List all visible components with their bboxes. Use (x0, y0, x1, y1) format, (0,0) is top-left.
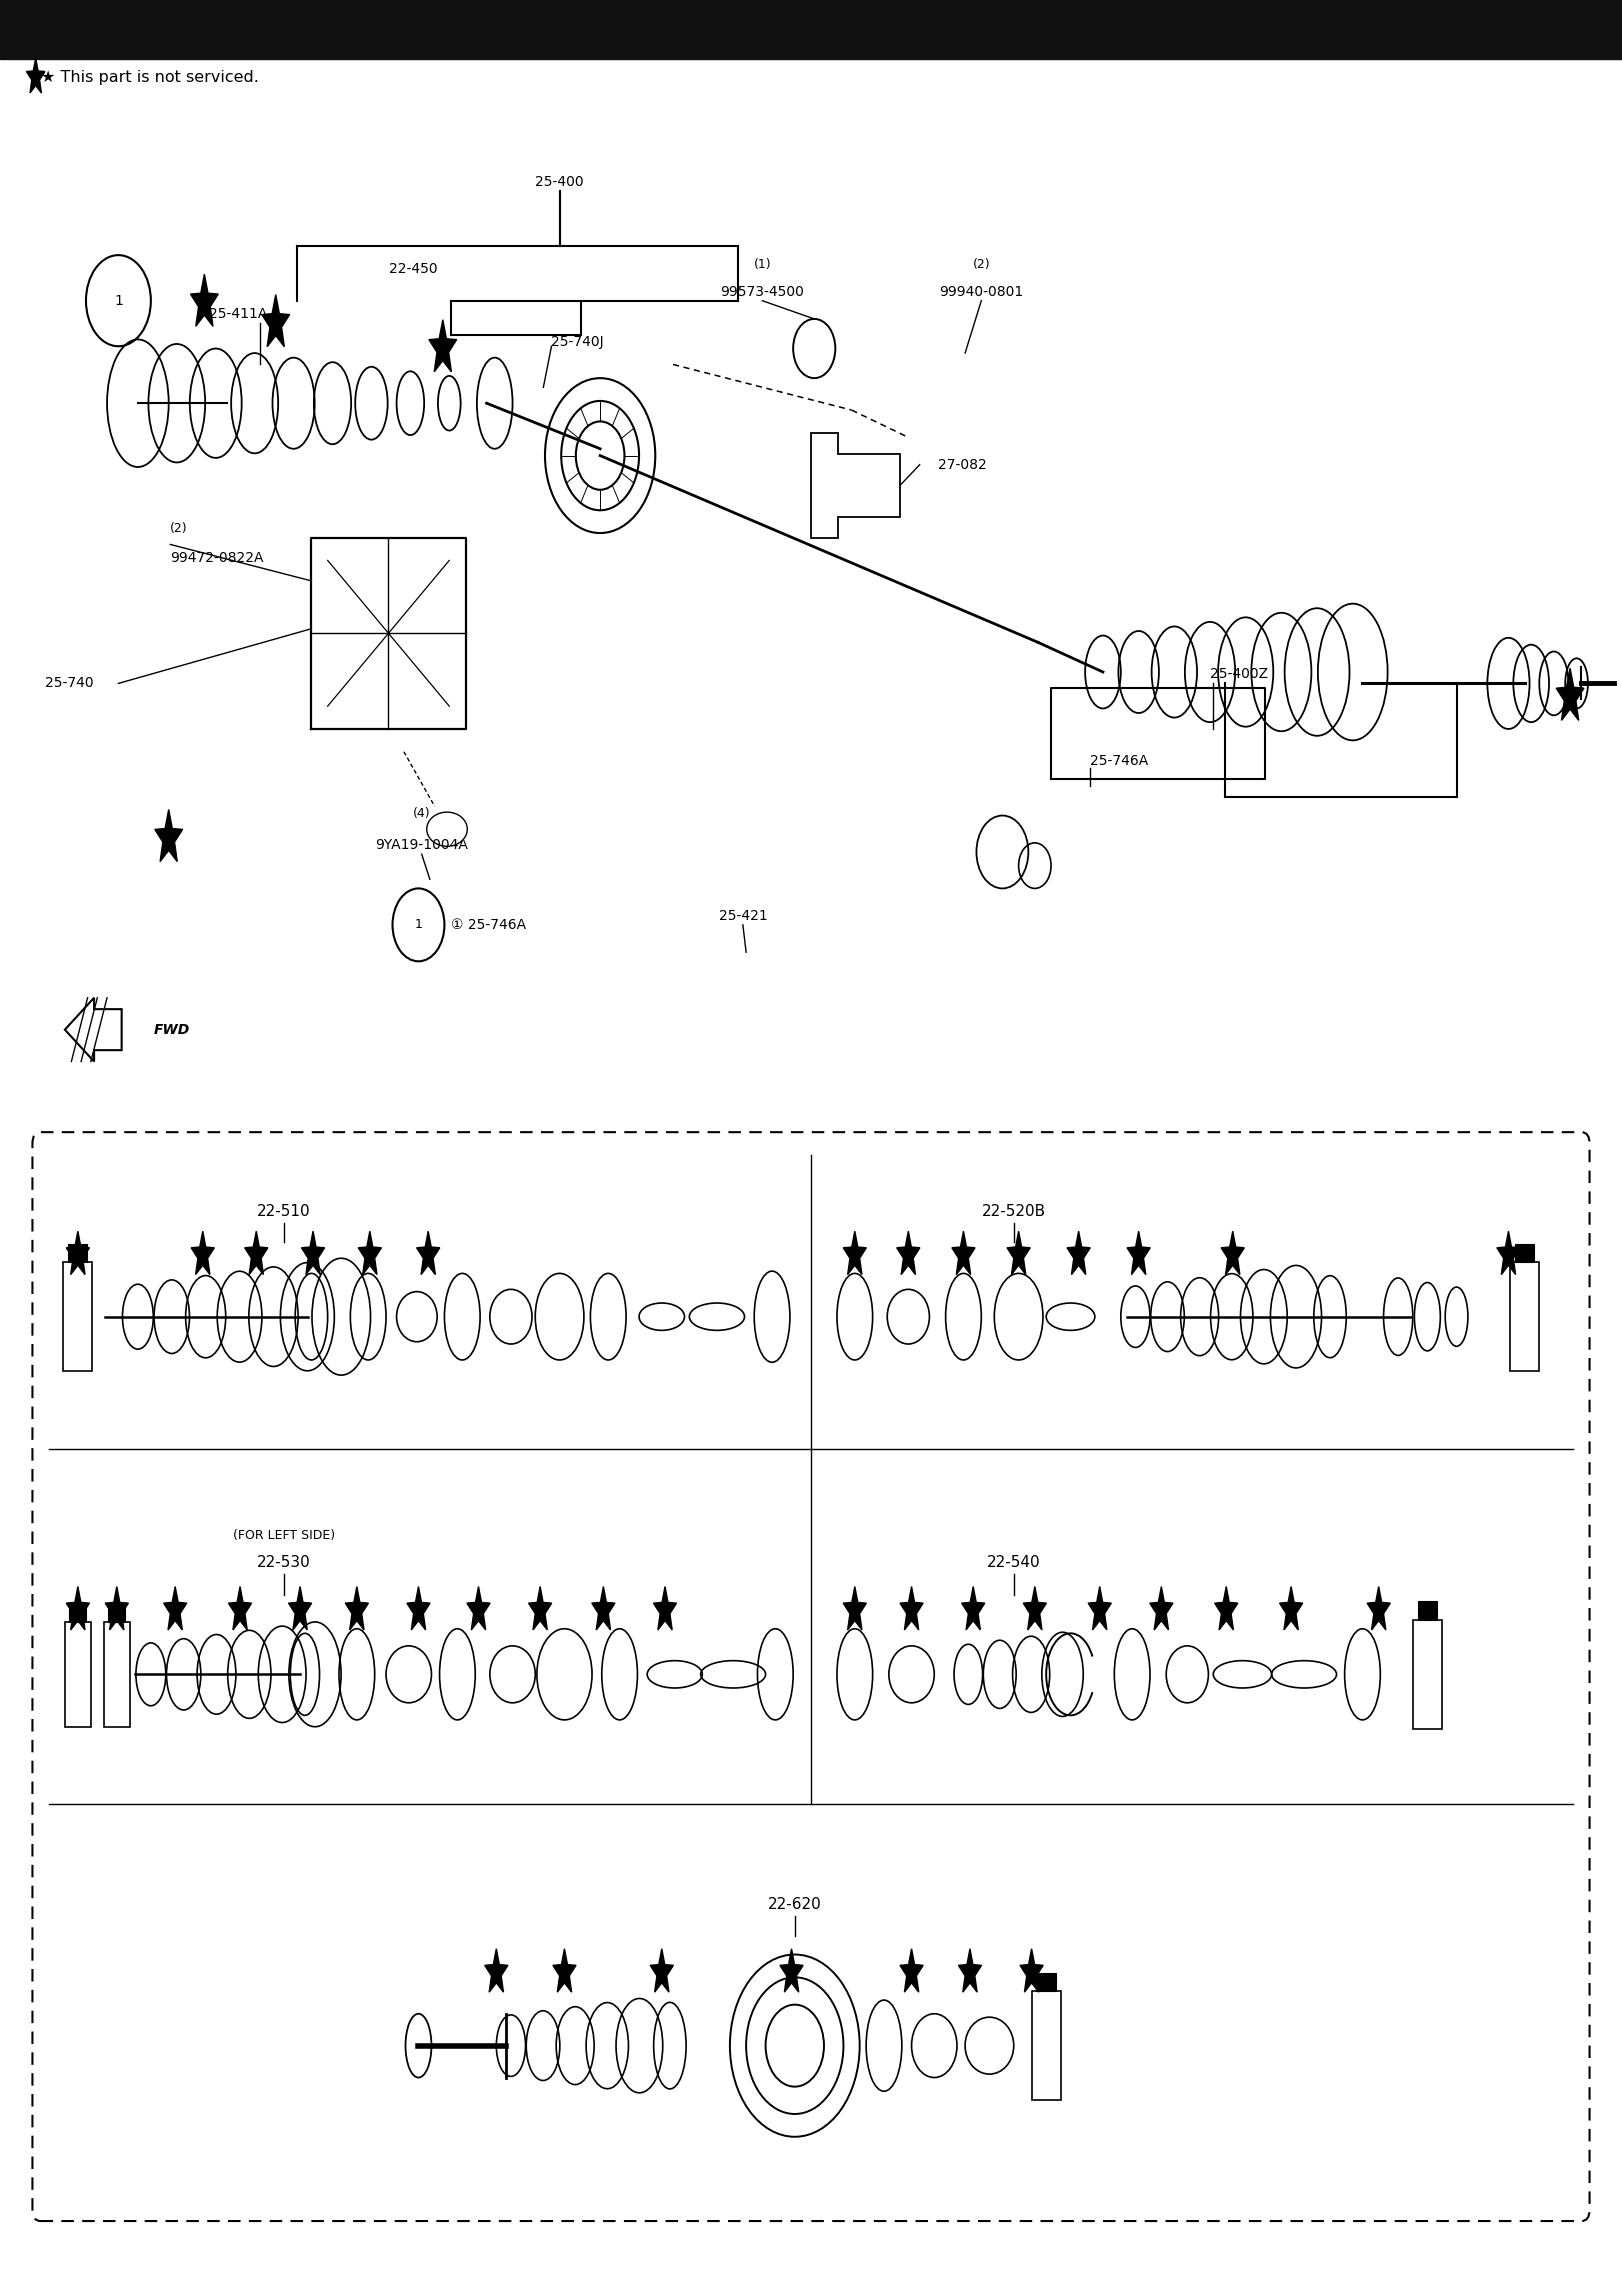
Text: FWD: FWD (154, 1023, 190, 1036)
Polygon shape (289, 1585, 311, 1631)
Polygon shape (67, 1585, 89, 1631)
Polygon shape (780, 1948, 803, 1993)
Bar (0, 0, 1622, 59)
Polygon shape (952, 1230, 975, 1276)
Polygon shape (959, 1948, 981, 1993)
Bar (1032, 1991, 1061, 2100)
Polygon shape (1127, 1230, 1150, 1276)
Bar (104, 1622, 130, 1727)
Text: 25-740: 25-740 (45, 677, 94, 690)
Bar (1418, 1601, 1437, 1620)
Polygon shape (1497, 1230, 1520, 1276)
Polygon shape (843, 1585, 866, 1631)
Text: ① 25-746A: ① 25-746A (451, 918, 526, 932)
Polygon shape (529, 1585, 551, 1631)
Polygon shape (105, 1585, 128, 1631)
Polygon shape (154, 809, 183, 861)
Polygon shape (302, 1230, 324, 1276)
Polygon shape (1280, 1585, 1302, 1631)
Text: 22-520B: 22-520B (981, 1205, 1046, 1219)
Text: 25-400: 25-400 (535, 175, 584, 189)
Polygon shape (245, 1230, 268, 1276)
Polygon shape (417, 1230, 440, 1276)
Text: 25-421: 25-421 (719, 909, 767, 923)
Polygon shape (650, 1948, 673, 1993)
Text: 99940-0801: 99940-0801 (939, 285, 1023, 298)
Polygon shape (843, 1230, 866, 1276)
Text: (1): (1) (754, 257, 770, 271)
Bar (68, 1244, 88, 1262)
Text: 22-530: 22-530 (256, 1556, 311, 1570)
Polygon shape (164, 1585, 187, 1631)
Text: (2): (2) (170, 522, 188, 535)
Polygon shape (407, 1585, 430, 1631)
Bar (1515, 1244, 1534, 1262)
FancyArrow shape (65, 998, 122, 1062)
Text: 9YA19-1004A: 9YA19-1004A (375, 838, 469, 852)
Polygon shape (261, 294, 290, 346)
Text: 22-450: 22-450 (389, 262, 438, 276)
Bar (65, 1622, 91, 1727)
Polygon shape (553, 1948, 576, 1993)
Polygon shape (345, 1585, 368, 1631)
Polygon shape (191, 1230, 214, 1276)
Bar (109, 1604, 125, 1622)
Polygon shape (900, 1585, 923, 1631)
Polygon shape (485, 1948, 508, 1993)
Polygon shape (428, 319, 457, 371)
Polygon shape (1088, 1585, 1111, 1631)
Polygon shape (1221, 1230, 1244, 1276)
Polygon shape (1150, 1585, 1173, 1631)
Polygon shape (467, 1585, 490, 1631)
Bar (1413, 1620, 1442, 1729)
Bar (1510, 1262, 1539, 1371)
Polygon shape (897, 1230, 920, 1276)
Text: 1: 1 (415, 918, 422, 932)
Polygon shape (592, 1585, 615, 1631)
Text: 25-411A: 25-411A (209, 308, 268, 321)
Polygon shape (229, 1585, 251, 1631)
Bar (63, 1262, 92, 1371)
Text: 25-746A: 25-746A (1090, 754, 1148, 768)
Text: (2): (2) (973, 257, 989, 271)
Polygon shape (26, 59, 45, 93)
Polygon shape (654, 1585, 676, 1631)
Text: 99472-0822A: 99472-0822A (170, 551, 264, 565)
Bar (70, 1604, 86, 1622)
Text: 25-400Z: 25-400Z (1210, 667, 1268, 681)
Text: 99573-4500: 99573-4500 (720, 285, 805, 298)
Polygon shape (1555, 667, 1585, 720)
Text: 1: 1 (114, 294, 123, 308)
Text: 25-740J: 25-740J (551, 335, 603, 349)
Text: 22-620: 22-620 (767, 1898, 822, 1911)
Text: 27-082: 27-082 (938, 458, 986, 472)
Bar (1036, 1973, 1056, 1991)
Text: (FOR LEFT SIDE): (FOR LEFT SIDE) (234, 1529, 334, 1542)
Polygon shape (962, 1585, 985, 1631)
Polygon shape (1007, 1230, 1030, 1276)
Text: 22-510: 22-510 (256, 1205, 311, 1219)
Polygon shape (1367, 1585, 1390, 1631)
Polygon shape (1067, 1230, 1090, 1276)
Polygon shape (190, 273, 219, 326)
Polygon shape (1215, 1585, 1238, 1631)
Polygon shape (1020, 1948, 1043, 1993)
Text: ★ This part is not serviced.: ★ This part is not serviced. (41, 71, 258, 84)
Text: 22-540: 22-540 (986, 1556, 1041, 1570)
Polygon shape (1023, 1585, 1046, 1631)
Polygon shape (67, 1230, 89, 1276)
Polygon shape (358, 1230, 381, 1276)
Polygon shape (900, 1948, 923, 1993)
Text: (4): (4) (414, 806, 430, 820)
